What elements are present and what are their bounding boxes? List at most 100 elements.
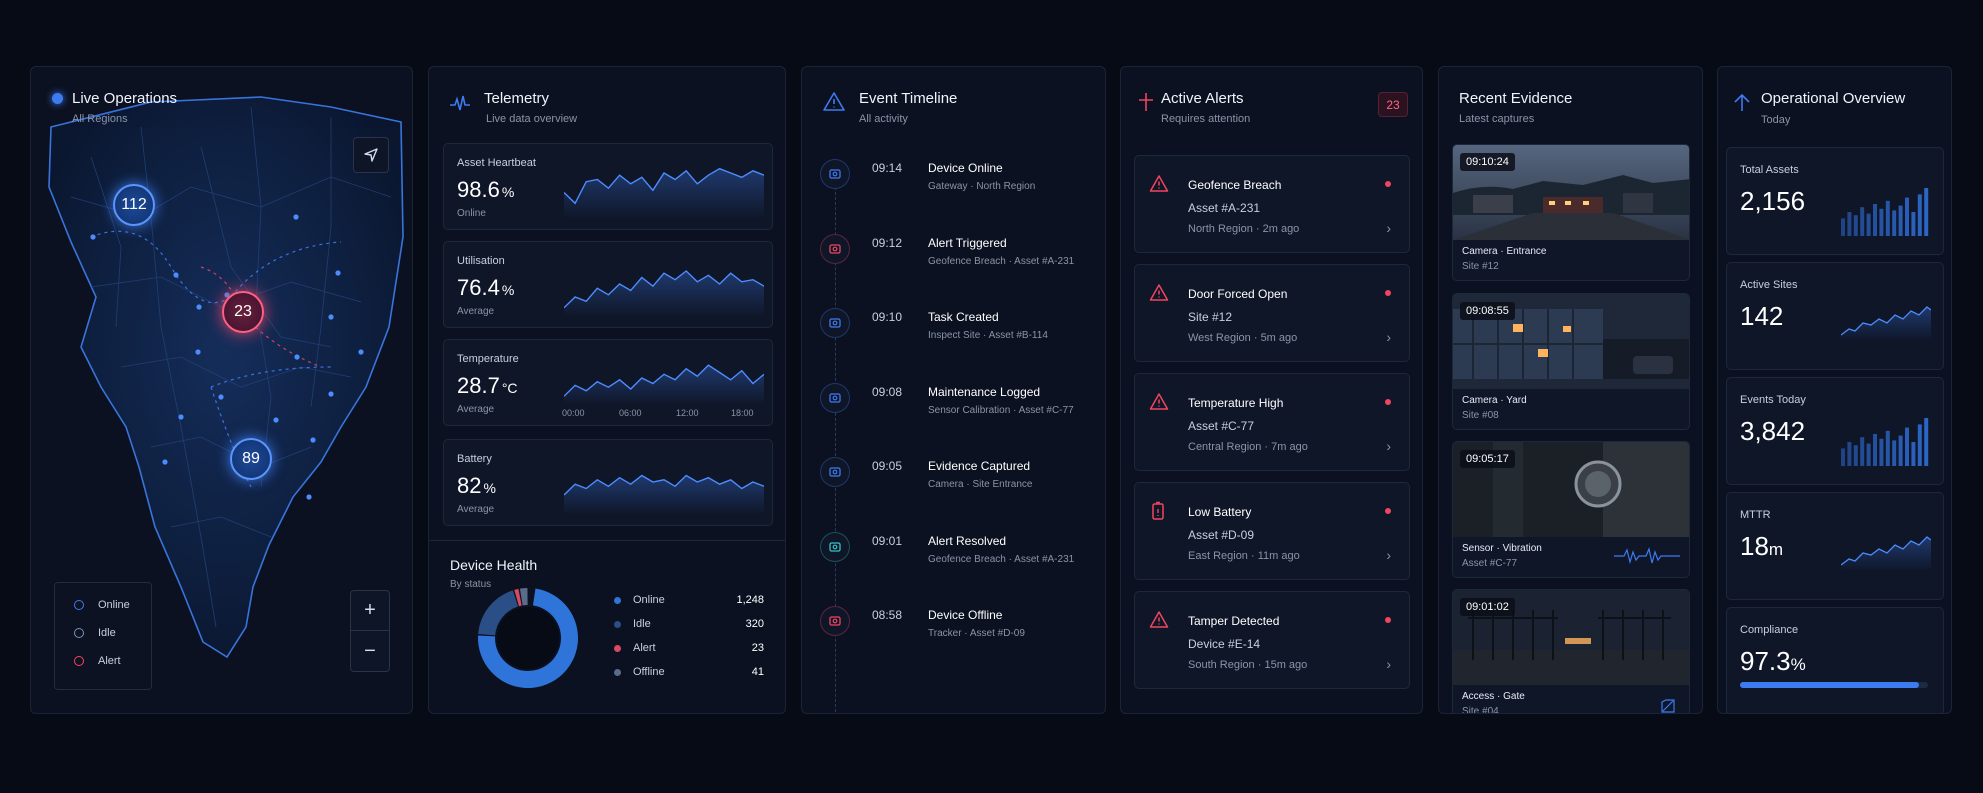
timeline-event[interactable]: 09:14 Device Online Gateway · North Region: [820, 159, 1100, 219]
overview-card[interactable]: Compliance 97.3%: [1726, 607, 1944, 713]
alert-count-badge[interactable]: 23: [1378, 92, 1408, 117]
overview-card[interactable]: Events Today 3,842: [1726, 377, 1944, 485]
timeline-event[interactable]: 09:01 Alert Resolved Geofence Breach · Ass…: [820, 531, 1100, 592]
telemetry-sub: Online: [457, 208, 486, 219]
alert-asset: Asset #A-231: [1188, 201, 1261, 215]
overview-value: 2,156: [1740, 186, 1806, 216]
timeline-event[interactable]: 09:12 Alert Triggered Geofence Breach · As…: [820, 233, 1100, 294]
panel-subtitle: Today: [1761, 114, 1791, 126]
legend-online: Online 1,248: [614, 588, 764, 612]
evidence-site: Asset #C-77: [1462, 558, 1518, 569]
evidence-timestamp: 09:08:55: [1460, 302, 1515, 320]
overview-label: Events Today: [1740, 394, 1806, 406]
telemetry-value: 82%: [457, 473, 496, 498]
alert-meta: North Region · 2m ago: [1188, 223, 1300, 235]
alert-card[interactable]: Tamper Detected Device #E-14 South Region …: [1134, 591, 1410, 689]
live-operations-panel: 112 23 89 Live Operations All Regions On…: [30, 66, 413, 714]
map-cluster-online[interactable]: 89: [230, 438, 272, 480]
event-description: Inspect Site · Asset #B-114: [928, 330, 1048, 341]
alert-asset: Device #E-14: [1188, 637, 1261, 651]
vibration-waveform-icon: [1614, 547, 1680, 565]
evidence-timestamp: 09:01:02: [1460, 598, 1515, 616]
timeline-event[interactable]: 09:08 Maintenance Logged Sensor Calibratio…: [820, 382, 1100, 443]
device-health-subtitle: By status: [450, 579, 492, 590]
legend-online: Online: [74, 591, 151, 619]
chevron-right-icon[interactable]: ›: [1386, 220, 1391, 236]
telemetry-card-utilisation[interactable]: Utilisation 76.4% Average: [443, 241, 773, 328]
event-time: 09:10: [872, 310, 903, 324]
evidence-card[interactable]: 09:08:55 Camera · Yard Site #08: [1452, 293, 1690, 430]
map-cluster-online[interactable]: 112: [113, 184, 155, 226]
recent-evidence-panel: Recent Evidence Latest captures 09:10:24…: [1438, 66, 1703, 714]
locate-button[interactable]: [353, 137, 389, 173]
telemetry-card-temperature[interactable]: Temperature 28.7 °C Average: [443, 339, 773, 426]
telemetry-card-heartbeat[interactable]: Asset Heartbeat 98.6% Online: [443, 143, 773, 230]
event-time: 09:14: [872, 161, 903, 175]
chevron-right-icon[interactable]: ›: [1386, 656, 1391, 672]
chevron-right-icon[interactable]: ›: [1386, 329, 1391, 345]
sparkline: [564, 474, 764, 515]
event-timeline-panel: Event Timeline All activity 09:14 Device …: [801, 66, 1106, 714]
map-cluster-alert[interactable]: 23: [222, 291, 264, 333]
panel-title: Recent Evidence: [1459, 90, 1573, 107]
telemetry-panel: Telemetry Live data overview Asset Heart…: [428, 66, 786, 714]
alert-asset: Site #12: [1188, 310, 1233, 324]
warning-icon: [1149, 392, 1169, 417]
overview-card[interactable]: Total Assets 2,156: [1726, 147, 1944, 255]
overview-card[interactable]: MTTR 18m: [1726, 492, 1944, 600]
event-title: Task Created: [928, 310, 999, 324]
alert-card[interactable]: Low Battery Asset #D-09 East Region · 11m …: [1134, 482, 1410, 580]
warning-icon: [1149, 610, 1169, 635]
donut-slice-idle: [478, 590, 518, 636]
alert-meta: East Region · 11m ago: [1188, 550, 1300, 562]
legend-idle: Idle 320: [614, 612, 764, 636]
overview-value: 97.3%: [1740, 646, 1806, 676]
device-icon: [820, 159, 850, 189]
evidence-timestamp: 09:05:17: [1460, 450, 1515, 468]
evidence-card[interactable]: 09:01:02 Access · Gate Site #04: [1452, 589, 1690, 714]
telemetry-value: 28.7 °C: [457, 373, 518, 398]
zoom-out-button[interactable]: −: [364, 639, 376, 662]
panel-subtitle: All Regions: [72, 113, 128, 125]
timeline-event[interactable]: 09:05 Evidence Captured Camera · Site Entr…: [820, 457, 1100, 517]
alert-title: Low Battery: [1188, 505, 1252, 519]
warning-icon: [1149, 174, 1169, 199]
timeline-line: [835, 167, 836, 713]
overview-card[interactable]: Active Sites 142: [1726, 262, 1944, 370]
telemetry-sub: Average: [457, 404, 495, 415]
chevron-right-icon[interactable]: ›: [1386, 547, 1391, 563]
alert-card[interactable]: Geofence Breach Asset #A-231 North Region …: [1134, 155, 1410, 253]
device-health-donut[interactable]: [475, 585, 581, 691]
task-icon: [820, 308, 850, 338]
alert-card[interactable]: Door Forced Open Site #12 West Region · 5m…: [1134, 264, 1410, 362]
timeline-event[interactable]: 09:10 Task Created Inspect Site · Asset #B…: [820, 308, 1100, 368]
evidence-card[interactable]: 09:05:17 Sensor · Vibration Asset #C-77: [1452, 441, 1690, 578]
telemetry-card-battery[interactable]: Battery 82% Average: [443, 439, 773, 526]
axis-tick: 00:00: [562, 408, 585, 418]
edit-image-icon[interactable]: [1660, 698, 1676, 714]
bar-graph: [1841, 418, 1929, 466]
zoom-in-button[interactable]: +: [351, 591, 389, 631]
unread-dot: [1385, 181, 1391, 187]
panel-subtitle: All activity: [859, 113, 908, 125]
panel-title: Active Alerts: [1161, 90, 1244, 107]
evidence-card[interactable]: 09:10:24 Camera · Entrance Site #12: [1452, 144, 1690, 281]
unread-dot: [1385, 290, 1391, 296]
active-alerts-panel: Active Alerts Requires attention 23 Geof…: [1120, 66, 1423, 714]
unread-dot: [1385, 508, 1391, 514]
panel-subtitle: Latest captures: [1459, 113, 1535, 125]
alert-card[interactable]: Temperature High Asset #C-77 Central Regio…: [1134, 373, 1410, 471]
event-title: Device Online: [928, 161, 1003, 175]
evidence-source: Access · Gate: [1462, 691, 1525, 702]
telemetry-sub: Average: [457, 306, 495, 317]
operational-overview-panel: Operational Overview Today Total Assets 2…: [1717, 66, 1952, 714]
timeline-event[interactable]: 08:58 Device Offline Tracker · Asset #D-09: [820, 606, 1100, 666]
event-description: Geofence Breach · Asset #A-231: [928, 255, 1075, 267]
evidence-timestamp: 09:10:24: [1460, 153, 1515, 171]
alert-title: Door Forced Open: [1188, 287, 1288, 301]
chevron-right-icon[interactable]: ›: [1386, 438, 1391, 454]
axis-tick: 18:00: [731, 408, 754, 418]
legend-offline: Offline 41: [614, 660, 764, 684]
telemetry-label: Battery: [457, 453, 492, 465]
alert-meta: Central Region · 7m ago: [1188, 441, 1308, 453]
